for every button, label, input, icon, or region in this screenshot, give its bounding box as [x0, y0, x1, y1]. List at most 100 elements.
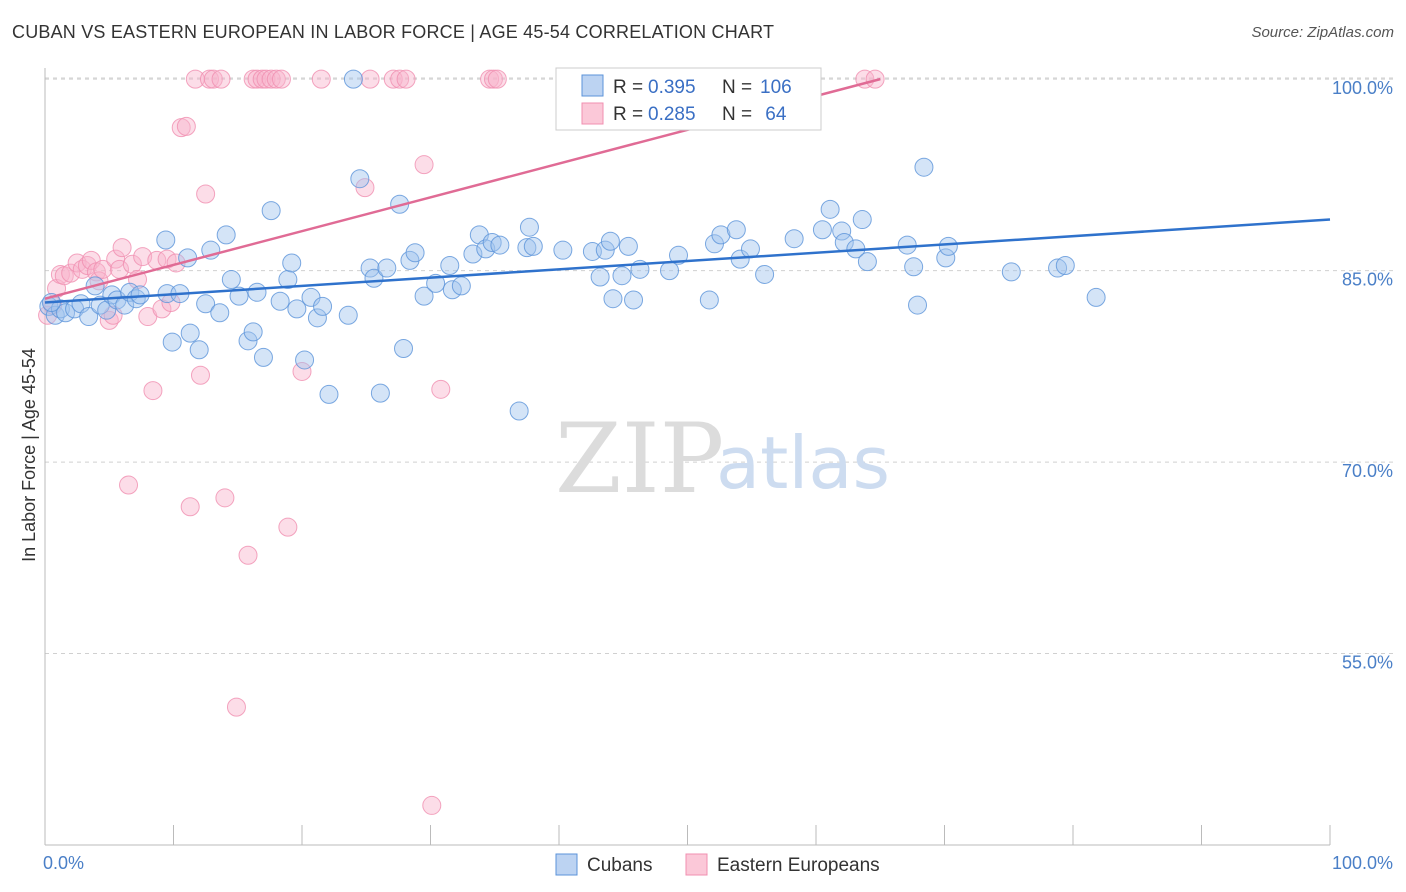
ee-point-31: [180, 497, 200, 517]
cuban-point-14: [126, 289, 146, 309]
ee-point-45: [261, 69, 281, 89]
cuban-point-97: [914, 157, 934, 177]
bottom-legend-label-ee: Eastern Europeans: [717, 855, 880, 876]
cuban-point-95: [904, 257, 924, 277]
cuban-point-33: [261, 201, 281, 221]
ee-point-37: [211, 69, 231, 89]
ee-point-39: [226, 697, 246, 717]
cuban-point-102: [1055, 256, 1075, 276]
ee-point-44: [256, 69, 276, 89]
cuban-point-48: [377, 258, 397, 278]
ee-point-5: [61, 263, 81, 283]
cuban-point-9: [97, 300, 117, 320]
cuban-point-50: [394, 338, 414, 358]
ee-point-47: [271, 69, 291, 89]
cuban-point-96: [908, 295, 928, 315]
cuban-point-37: [287, 299, 307, 319]
legend-r-label-cubans: R =: [613, 77, 643, 98]
ee-point-38: [215, 488, 235, 508]
cuban-point-38: [295, 350, 315, 370]
ee-point-57: [422, 795, 442, 815]
correlation-legend: R = 0.395 N = 106 R = 0.285 N = 64: [555, 67, 822, 131]
cuban-point-103: [1086, 287, 1106, 307]
ee-point-52: [360, 69, 380, 89]
chart-title: CUBAN VS EASTERN EUROPEAN IN LABOR FORCE…: [12, 22, 775, 42]
ee-point-34: [196, 184, 216, 204]
cuban-point-12: [115, 295, 135, 315]
cuban-point-47: [370, 383, 390, 403]
y-axis-label: In Labor Force | Age 45-54: [19, 348, 39, 562]
cubans-points: [39, 69, 1106, 421]
ee-point-12: [93, 259, 113, 279]
cuban-point-87: [812, 220, 832, 240]
cuban-point-88: [820, 199, 840, 219]
grid-lines: [45, 77, 1395, 655]
ee-point-55: [396, 69, 416, 89]
cuban-point-75: [624, 290, 644, 310]
cuban-point-93: [857, 252, 877, 272]
ee-point-48: [278, 517, 298, 537]
x-tick-label-0: 0.0%: [43, 853, 84, 873]
cuban-point-29: [238, 331, 258, 351]
cuban-point-35: [278, 270, 298, 290]
cuban-point-64: [517, 238, 537, 258]
ee-point-17: [112, 238, 132, 258]
ee-point-46: [266, 69, 286, 89]
cuban-point-85: [755, 264, 775, 284]
cuban-point-26: [216, 225, 236, 245]
cuban-point-41: [313, 296, 333, 316]
cuban-point-52: [405, 243, 425, 263]
ee-point-33: [190, 365, 210, 385]
cuban-point-104: [343, 69, 363, 89]
cuban-point-99: [938, 236, 958, 256]
cuban-point-57: [451, 276, 471, 296]
ee-point-23: [143, 381, 163, 401]
cuban-point-84: [740, 239, 760, 259]
cuban-point-44: [350, 169, 370, 189]
cuban-point-74: [618, 236, 638, 256]
axes: [44, 68, 1331, 846]
ee-point-21: [133, 247, 153, 267]
ee-point-50: [311, 69, 331, 89]
legend-r-value-cubans: 0.395: [648, 77, 696, 98]
cuban-point-94: [897, 235, 917, 255]
y-tick-label-0: 55.0%: [1342, 653, 1393, 673]
cuban-point-42: [319, 384, 339, 404]
ee-point-63: [865, 69, 885, 89]
cuban-point-67: [553, 240, 573, 260]
cuban-point-54: [426, 273, 446, 293]
cuban-point-17: [156, 230, 176, 250]
cuban-point-69: [590, 267, 610, 287]
cuban-point-82: [726, 220, 746, 240]
cuban-point-61: [482, 233, 502, 253]
ee-point-58: [431, 379, 451, 399]
cuban-point-65: [519, 217, 539, 237]
ee-point-36: [203, 69, 223, 89]
ee-point-51: [355, 178, 375, 198]
cuban-point-98: [936, 248, 956, 268]
trend-line-cubans: [44, 218, 1331, 304]
cuban-point-66: [523, 236, 543, 256]
bottom-legend-swatch-cubans: [555, 853, 578, 876]
ee-point-30: [176, 116, 196, 136]
cuban-point-89: [832, 221, 852, 241]
y-tick-labels: 55.0% 70.0% 85.0% 100.0%: [1332, 78, 1393, 672]
y-tick-label-2: 85.0%: [1342, 270, 1393, 290]
x-tick-labels: 0.0% 100.0%: [43, 853, 1393, 873]
cuban-point-79: [699, 290, 719, 310]
ee-point-49: [292, 361, 312, 381]
cuban-point-22: [189, 340, 209, 360]
cuban-point-73: [612, 266, 632, 286]
cuban-point-27: [221, 270, 241, 290]
bottom-legend-label-cubans: Cubans: [587, 855, 653, 876]
cuban-point-31: [247, 282, 267, 302]
cuban-point-81: [711, 225, 731, 245]
cuban-point-30: [243, 322, 263, 342]
y-tick-label-1: 70.0%: [1342, 461, 1393, 481]
watermark: ZIP atlas: [555, 403, 890, 515]
legend-r-value-ee: 0.285: [648, 104, 696, 125]
cuban-point-40: [307, 308, 327, 328]
cuban-point-55: [440, 256, 460, 276]
legend-n-label-cubans: N =: [722, 77, 752, 98]
